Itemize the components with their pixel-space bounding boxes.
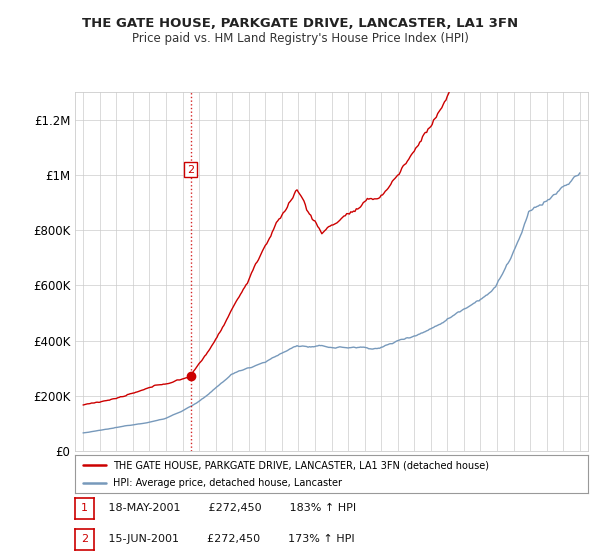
Text: 2: 2 (81, 534, 88, 544)
Text: 18-MAY-2001        £272,450        183% ↑ HPI: 18-MAY-2001 £272,450 183% ↑ HPI (98, 503, 356, 514)
Text: 2: 2 (187, 165, 194, 175)
Text: 1: 1 (81, 503, 88, 514)
Text: THE GATE HOUSE, PARKGATE DRIVE, LANCASTER, LA1 3FN: THE GATE HOUSE, PARKGATE DRIVE, LANCASTE… (82, 17, 518, 30)
Text: 15-JUN-2001        £272,450        173% ↑ HPI: 15-JUN-2001 £272,450 173% ↑ HPI (98, 534, 355, 544)
Text: THE GATE HOUSE, PARKGATE DRIVE, LANCASTER, LA1 3FN (detached house): THE GATE HOUSE, PARKGATE DRIVE, LANCASTE… (113, 460, 490, 470)
Text: HPI: Average price, detached house, Lancaster: HPI: Average price, detached house, Lanc… (113, 478, 343, 488)
Text: Price paid vs. HM Land Registry's House Price Index (HPI): Price paid vs. HM Land Registry's House … (131, 32, 469, 45)
